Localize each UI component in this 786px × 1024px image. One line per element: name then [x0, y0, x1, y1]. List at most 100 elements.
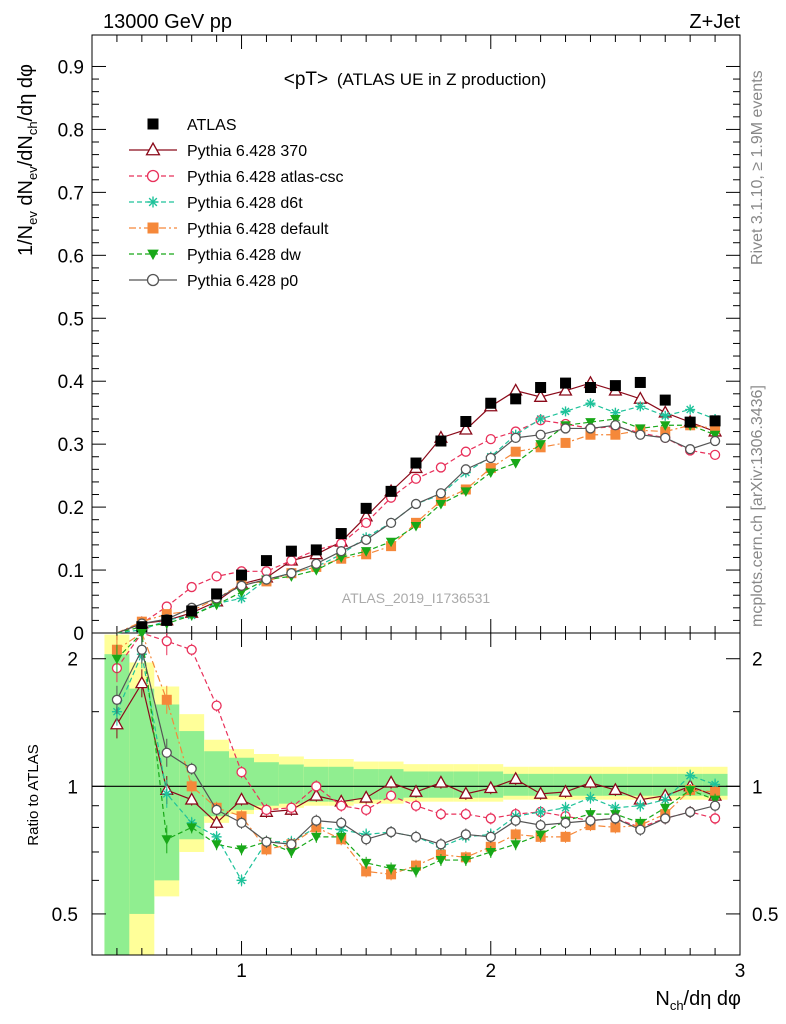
ratio-point	[286, 839, 297, 850]
ratio-y-ticks: 0.5 0.5 1 1 2 2	[52, 650, 779, 926]
data-point	[510, 393, 522, 405]
ratio-point	[311, 781, 322, 792]
ratio-point	[360, 858, 372, 869]
series-point	[360, 547, 372, 557]
y-tick-label: 0.8	[58, 120, 84, 141]
series-point	[660, 432, 671, 444]
ratio-point	[533, 786, 548, 799]
ratio-point	[186, 763, 197, 774]
ratio-point	[236, 845, 247, 855]
ratio-point	[410, 800, 422, 811]
data-point	[335, 528, 347, 540]
data-point	[634, 376, 646, 388]
ratio-point	[336, 800, 347, 811]
series-point	[460, 464, 471, 475]
ratio-point	[234, 792, 249, 805]
legend-marker	[145, 141, 161, 156]
y-tick-label: 0	[73, 624, 84, 645]
data-point	[161, 614, 173, 626]
legend-marker	[147, 249, 159, 261]
legend-label: Pythia 6.428 p0	[187, 273, 298, 290]
series-point	[709, 449, 721, 461]
ratio-tick-label-right: 0.5	[752, 905, 778, 926]
y-tick-label: 0.9	[58, 57, 84, 78]
x-tick-label: 3	[735, 961, 746, 982]
ratio-point	[709, 800, 721, 811]
ratio-point	[311, 822, 322, 833]
ratio-point	[211, 804, 222, 816]
ratio-tick-label: 2	[67, 650, 78, 671]
ratio-point	[460, 829, 471, 840]
series-point	[610, 429, 621, 440]
ratio-point	[610, 813, 621, 824]
data-point	[460, 415, 472, 427]
series-point	[685, 444, 696, 455]
y-tick-label: 0.6	[58, 246, 84, 267]
ratio-point	[161, 636, 172, 647]
ratio-point	[161, 835, 173, 845]
ratio-point	[186, 644, 197, 655]
series-point	[585, 423, 596, 434]
legend-marker	[146, 273, 160, 287]
chart-title: <pT> (ATLAS UE in Z production)	[284, 69, 547, 90]
series-point	[485, 452, 496, 464]
legend: ATLAS Pythia 6.428 370 Pythia 6.428 atlas-…	[129, 117, 344, 290]
ratio-point	[186, 781, 197, 792]
ratio-point	[385, 826, 397, 838]
legend-label: Pythia 6.428 atlas-csc	[187, 169, 344, 186]
series-point	[435, 488, 447, 499]
y-tick-label: 0.1	[58, 561, 84, 582]
legend-marker	[147, 222, 159, 234]
y-tick-label: 0.4	[58, 372, 85, 393]
ratio-point	[710, 779, 721, 790]
series-point	[460, 446, 471, 457]
series-point	[236, 580, 247, 591]
series-point	[610, 414, 621, 425]
x-axis-label: Nch/dη dφ	[655, 988, 741, 1013]
ratio-point	[460, 808, 471, 820]
data-point	[485, 397, 497, 409]
ratio-point	[659, 803, 671, 814]
ratio-point	[361, 804, 372, 816]
ratio-point	[510, 815, 521, 826]
inner-band	[254, 762, 279, 806]
legend-marker	[146, 169, 160, 183]
series-point	[560, 437, 571, 448]
ratio-point	[684, 786, 696, 796]
header-left: 13000 GeV pp	[103, 11, 232, 33]
series-4	[116, 414, 721, 634]
mcplots-label: mcplots.cern.ch [arXiv:1306.3436]	[749, 385, 766, 627]
ratio-point	[685, 806, 696, 818]
legend-label: Pythia 6.428 dw	[187, 247, 301, 264]
title-suffix: (ATLAS UE in Z production)	[337, 70, 546, 89]
legend-entry: Pythia 6.428 d6t	[129, 195, 303, 212]
ratio-point	[560, 817, 571, 829]
inner-band	[129, 688, 155, 914]
ratio-point	[384, 775, 399, 788]
series-point	[558, 383, 573, 396]
ratio-point	[211, 840, 222, 850]
series-point	[560, 423, 571, 434]
ratio-point	[485, 813, 496, 824]
ratio-point	[261, 844, 272, 855]
ratio-point	[410, 867, 422, 877]
series-point	[286, 568, 297, 579]
series-point	[510, 432, 521, 444]
ratio-point	[385, 864, 397, 875]
ratio-point	[435, 808, 447, 820]
ratio-point	[635, 818, 646, 829]
ratio-point	[111, 654, 123, 665]
series-point	[410, 521, 422, 532]
ratio-tick-label: 1	[67, 777, 78, 798]
legend-label: Pythia 6.428 default	[187, 221, 329, 238]
series-point	[236, 588, 247, 598]
series-point	[585, 418, 596, 428]
series-point	[635, 401, 646, 412]
data-point	[385, 485, 397, 497]
legend-entry: ATLAS	[147, 117, 237, 134]
series-point	[361, 517, 372, 528]
data-point	[236, 569, 248, 581]
data-point	[684, 416, 696, 428]
series-point	[659, 421, 671, 431]
series-point	[635, 429, 646, 440]
